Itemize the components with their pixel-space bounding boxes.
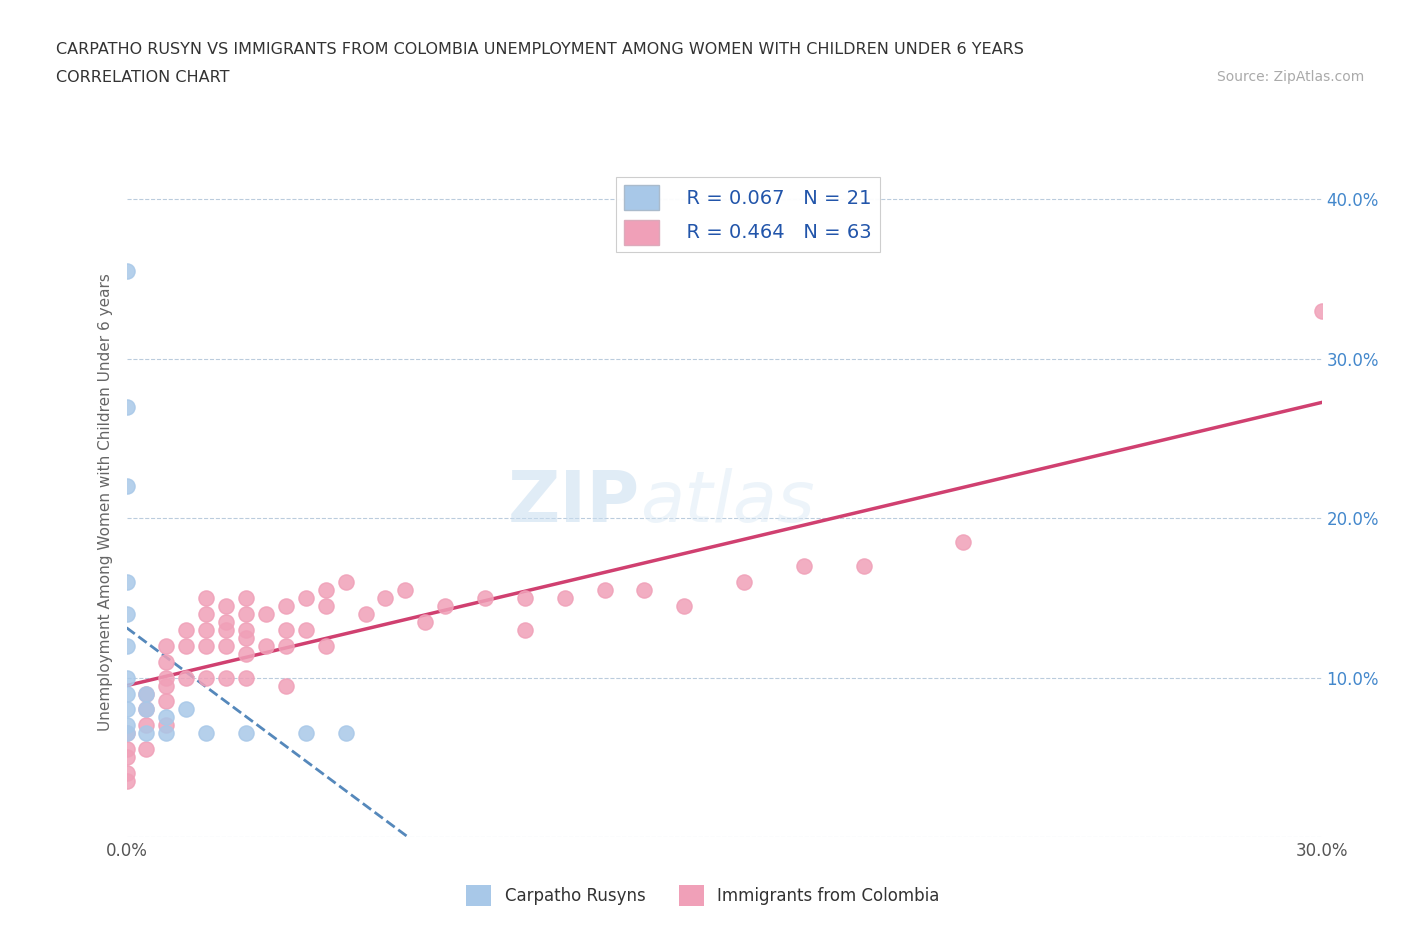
Point xyxy=(1310,303,1333,318)
Point xyxy=(952,535,974,550)
Point xyxy=(155,726,177,741)
Point xyxy=(673,598,696,613)
Point xyxy=(115,638,138,653)
Point xyxy=(315,582,337,597)
Point xyxy=(115,726,138,741)
Point xyxy=(215,671,238,685)
Point xyxy=(354,606,377,621)
Point xyxy=(254,606,277,621)
Point xyxy=(115,718,138,733)
Text: ZIP: ZIP xyxy=(508,468,640,537)
Point xyxy=(155,694,177,709)
Point xyxy=(155,671,177,685)
Point xyxy=(174,671,197,685)
Point xyxy=(513,591,536,605)
Point xyxy=(115,702,138,717)
Point xyxy=(793,559,815,574)
Point xyxy=(274,638,297,653)
Point xyxy=(254,638,277,653)
Point xyxy=(215,598,238,613)
Point xyxy=(115,686,138,701)
Point xyxy=(733,575,755,590)
Point xyxy=(135,726,157,741)
Point xyxy=(235,646,257,661)
Point xyxy=(335,575,357,590)
Point xyxy=(155,638,177,653)
Point xyxy=(115,575,138,590)
Point xyxy=(135,686,157,701)
Point xyxy=(115,726,138,741)
Point xyxy=(115,399,138,414)
Point xyxy=(335,726,357,741)
Y-axis label: Unemployment Among Women with Children Under 6 years: Unemployment Among Women with Children U… xyxy=(98,273,114,731)
Point xyxy=(474,591,496,605)
Point xyxy=(195,622,218,637)
Point xyxy=(115,774,138,789)
Legend: Carpatho Rusyns, Immigrants from Colombia: Carpatho Rusyns, Immigrants from Colombi… xyxy=(460,879,946,912)
Point xyxy=(235,671,257,685)
Point xyxy=(155,678,177,693)
Point xyxy=(294,726,316,741)
Point xyxy=(115,742,138,757)
Point xyxy=(852,559,875,574)
Text: CARPATHO RUSYN VS IMMIGRANTS FROM COLOMBIA UNEMPLOYMENT AMONG WOMEN WITH CHILDRE: CARPATHO RUSYN VS IMMIGRANTS FROM COLOMB… xyxy=(56,42,1024,57)
Point xyxy=(135,742,157,757)
Point xyxy=(195,638,218,653)
Point xyxy=(195,591,218,605)
Point xyxy=(633,582,655,597)
Point xyxy=(294,591,316,605)
Point xyxy=(513,622,536,637)
Point xyxy=(135,686,157,701)
Point xyxy=(374,591,396,605)
Point xyxy=(174,702,197,717)
Point xyxy=(115,606,138,621)
Point xyxy=(274,598,297,613)
Point xyxy=(315,598,337,613)
Point xyxy=(235,726,257,741)
Point xyxy=(215,615,238,630)
Point xyxy=(155,710,177,724)
Point xyxy=(294,622,316,637)
Legend:   R = 0.067   N = 21,   R = 0.464   N = 63: R = 0.067 N = 21, R = 0.464 N = 63 xyxy=(616,177,880,252)
Text: atlas: atlas xyxy=(640,468,815,537)
Point xyxy=(235,591,257,605)
Point xyxy=(274,622,297,637)
Point xyxy=(174,622,197,637)
Point xyxy=(315,638,337,653)
Point xyxy=(115,765,138,780)
Point xyxy=(135,718,157,733)
Point xyxy=(135,702,157,717)
Point xyxy=(155,654,177,669)
Point xyxy=(235,622,257,637)
Point xyxy=(155,718,177,733)
Point xyxy=(593,582,616,597)
Point xyxy=(195,606,218,621)
Point xyxy=(235,606,257,621)
Point xyxy=(274,678,297,693)
Point xyxy=(115,263,138,278)
Point xyxy=(115,479,138,494)
Point xyxy=(115,750,138,764)
Point xyxy=(195,671,218,685)
Point xyxy=(115,671,138,685)
Point xyxy=(235,631,257,645)
Point xyxy=(215,622,238,637)
Point xyxy=(554,591,576,605)
Point xyxy=(215,638,238,653)
Text: Source: ZipAtlas.com: Source: ZipAtlas.com xyxy=(1216,70,1364,84)
Point xyxy=(135,702,157,717)
Text: CORRELATION CHART: CORRELATION CHART xyxy=(56,70,229,85)
Point xyxy=(394,582,416,597)
Point xyxy=(174,638,197,653)
Point xyxy=(195,726,218,741)
Point xyxy=(413,615,436,630)
Point xyxy=(434,598,457,613)
